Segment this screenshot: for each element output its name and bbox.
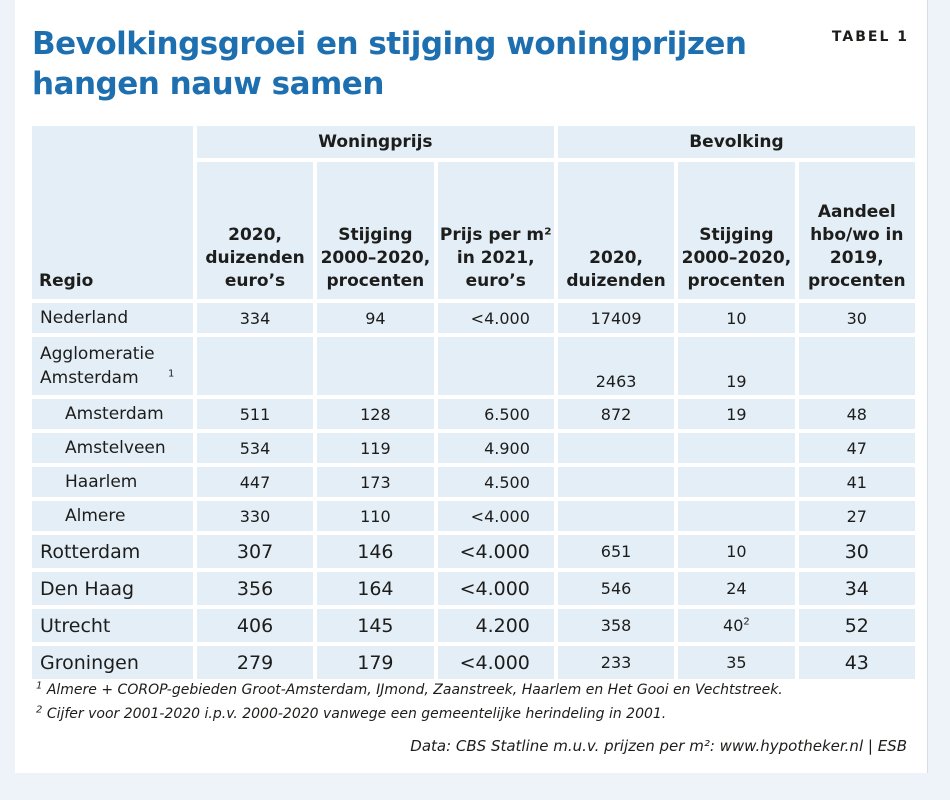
table-cell: 233: [557, 646, 675, 679]
table-cell: 34: [798, 572, 915, 605]
table-cell: 128: [317, 399, 434, 429]
row-name: Amstelveen: [32, 433, 193, 463]
table-cell: [798, 337, 915, 395]
footnotes: 1 Almere + COROP-gebieden Groot-Amsterda…: [36, 678, 916, 726]
table-cell: 406: [196, 609, 314, 642]
table-cell: 35: [678, 646, 795, 679]
group-header-woningprijs: Woningprijs: [196, 126, 554, 158]
table-row: Groningen 279 179 <4.000 233 35 43: [32, 646, 915, 679]
column-header: Prijs per m² in 2021, euro’s: [437, 162, 554, 299]
table-cell: 94: [317, 303, 434, 333]
table-cell: 43: [798, 646, 915, 679]
table-cell: [557, 433, 675, 463]
row-name: Rotterdam: [32, 535, 193, 568]
table-cell: 47: [798, 433, 915, 463]
row-name: Almere: [32, 501, 193, 531]
table-cell: 19: [678, 399, 795, 429]
table-cell: 10: [678, 303, 795, 333]
table-cell: 2463: [557, 337, 675, 395]
table-cell: 179: [317, 646, 434, 679]
column-header: 2020, duizenden: [557, 162, 675, 299]
table-cell: 334: [196, 303, 314, 333]
table-cell: 110: [317, 501, 434, 531]
table-cell: 307: [196, 535, 314, 568]
table-cell: 146: [317, 535, 434, 568]
table-row: Almere 330 110 <4.000 27: [32, 501, 915, 531]
table-cell: <4.000: [437, 501, 554, 531]
column-header: 2020, duizenden euro’s: [196, 162, 314, 299]
table-cell: 145: [317, 609, 434, 642]
row-name: Haarlem: [32, 467, 193, 497]
table-cell: [678, 501, 795, 531]
table-cell: 6.500: [437, 399, 554, 429]
table-row: Haarlem 447 173 4.500 41: [32, 467, 915, 497]
table-cell: 164: [317, 572, 434, 605]
table-body: Nederland 334 94 <4.000 17409 10 30 Agglomerati…: [32, 303, 915, 679]
table-cell: [678, 467, 795, 497]
group-header-bevolking: Bevolking: [557, 126, 915, 158]
table-cell: 358: [557, 609, 675, 642]
table-cell: 4.900: [437, 433, 554, 463]
table-cell: [317, 337, 434, 395]
table-cell: 511: [196, 399, 314, 429]
table-row: Nederland 334 94 <4.000 17409 10 30: [32, 303, 915, 333]
row-name: Agglomeratie Amsterdam 1: [32, 337, 193, 395]
table-cell: <4.000: [437, 303, 554, 333]
column-header: Aandeel hbo/wo in 2019, procenten: [798, 162, 915, 299]
table-cell: 872: [557, 399, 675, 429]
column-header: Stijging 2000–2020, procenten: [317, 162, 434, 299]
table-cell: 534: [196, 433, 314, 463]
table-cell: 41: [798, 467, 915, 497]
table-cell: <4.000: [437, 646, 554, 679]
row-name: Nederland: [32, 303, 193, 333]
table-cell: [557, 501, 675, 531]
source-line: Data: CBS Statline m.u.v. prijzen per m²…: [410, 737, 907, 755]
table-cell: 279: [196, 646, 314, 679]
table-row: Agglomeratie Amsterdam 1 2463 19: [32, 337, 915, 395]
table-cell: 4.200: [437, 609, 554, 642]
footnote-1: 1 Almere + COROP-gebieden Groot-Amsterda…: [36, 680, 783, 698]
row-name: Groningen: [32, 646, 193, 679]
table-cell: [557, 467, 675, 497]
table-cell: <4.000: [437, 535, 554, 568]
row-name: Amsterdam: [32, 399, 193, 429]
table-number-tag: TABEL 1: [831, 29, 909, 45]
column-header: Stijging 2000–2020, procenten: [678, 162, 795, 299]
table-cell: 402: [678, 609, 795, 642]
table-cell: <4.000: [437, 572, 554, 605]
table-row: Rotterdam 307 146 <4.000 651 10 30: [32, 535, 915, 568]
table-cell: 330: [196, 501, 314, 531]
table-row: Amstelveen 534 119 4.900 47: [32, 433, 915, 463]
table-cell: 24: [678, 572, 795, 605]
table-cell: 30: [798, 303, 915, 333]
table-cell: [437, 337, 554, 395]
footnote-2: 2 Cijfer voor 2001-2020 i.p.v. 2000-2020…: [36, 704, 667, 722]
table-cell: 119: [317, 433, 434, 463]
table-cell: 4.500: [437, 467, 554, 497]
table-cell: 651: [557, 535, 675, 568]
row-name: Utrecht: [32, 609, 193, 642]
table-row: Utrecht 406 145 4.200 358 402 52: [32, 609, 915, 642]
data-table: Regio Woningprijs Bevolking 2020, duizen…: [28, 122, 919, 683]
table-cell: 27: [798, 501, 915, 531]
table-card: Bevolkingsgroei en stijging woningprijze…: [15, 0, 928, 773]
table-cell: [678, 433, 795, 463]
table-cell: 356: [196, 572, 314, 605]
table-row: Den Haag 356 164 <4.000 546 24 34: [32, 572, 915, 605]
table-cell: 546: [557, 572, 675, 605]
table-cell: 19: [678, 337, 795, 395]
region-header: Regio: [32, 126, 193, 299]
table-cell: 10: [678, 535, 795, 568]
table-cell: 52: [798, 609, 915, 642]
table-cell: 173: [317, 467, 434, 497]
table-title: Bevolkingsgroei en stijging woningprijze…: [32, 26, 747, 102]
table-cell: 447: [196, 467, 314, 497]
table-row: Amsterdam 511 128 6.500 872 19 48: [32, 399, 915, 429]
table-cell: 17409: [557, 303, 675, 333]
table-cell: 48: [798, 399, 915, 429]
row-name: Den Haag: [32, 572, 193, 605]
table-cell: [196, 337, 314, 395]
table-cell: 30: [798, 535, 915, 568]
